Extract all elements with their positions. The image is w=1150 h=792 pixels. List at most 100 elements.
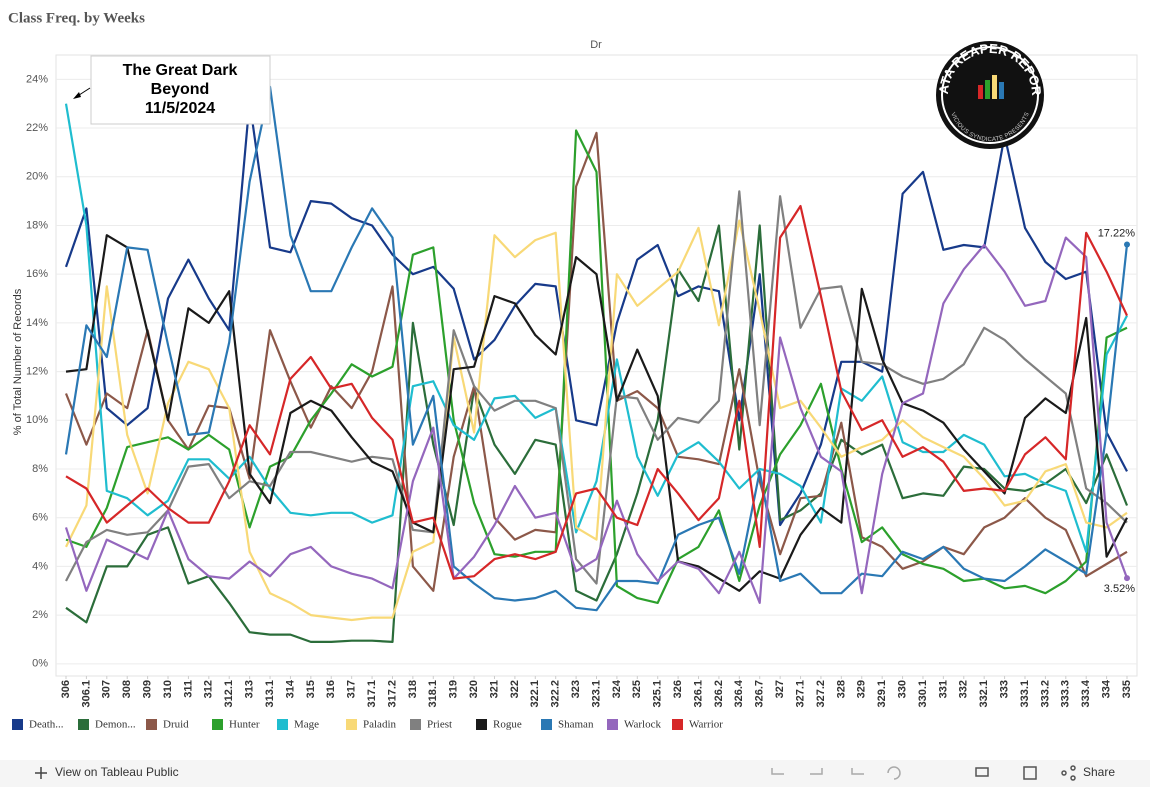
- x-tick-label: 333.3: [1060, 680, 1072, 708]
- logo-icon: [978, 85, 983, 99]
- legend-label: Shaman: [558, 719, 594, 731]
- annotation-line: 11/5/2024: [145, 100, 215, 117]
- logo-ring: [941, 46, 1039, 144]
- end-point: [1124, 575, 1130, 582]
- annotation-arrowhead: [73, 92, 81, 99]
- legend-swatch: [346, 719, 357, 730]
- dashboard-title: Class Freq. by Weeks: [8, 10, 145, 26]
- series-line: [64, 131, 1128, 592]
- legend-label: Rogue: [493, 719, 522, 731]
- x-tick-label: 323: [570, 680, 582, 698]
- x-tick-label: 316: [325, 680, 337, 698]
- x-tick-label: 330: [896, 680, 908, 698]
- x-tick-label: 318.1: [427, 680, 439, 708]
- series-line: [65, 204, 1128, 580]
- x-tick-label: 322.1: [529, 680, 541, 708]
- y-tick-label: 22%: [26, 122, 48, 134]
- x-tick-label: 329: [856, 680, 868, 698]
- x-tick-label: 333.2: [1039, 680, 1051, 708]
- legend-label: Druid: [163, 719, 189, 731]
- series-line: [64, 236, 1129, 604]
- x-tick-label: 335: [1121, 680, 1133, 698]
- view-on-tableau[interactable]: View on Tableau Public: [55, 765, 179, 779]
- x-tick-label: 327.2: [815, 680, 827, 708]
- x-tick-label: 317: [346, 680, 358, 698]
- series-line: [64, 103, 1128, 553]
- annotation-line: Beyond: [151, 81, 210, 98]
- legend-swatch: [78, 719, 89, 730]
- legend-label: Paladin: [363, 719, 396, 731]
- x-tick-label: 312: [203, 680, 215, 698]
- x-tick-label: 325.1: [652, 680, 664, 708]
- x-tick-label: 309: [142, 680, 154, 698]
- legend-label: Demon...: [95, 719, 136, 731]
- x-tick-label: 326.2: [713, 680, 725, 708]
- panel-label: Dr: [590, 39, 602, 51]
- x-tick-label: 314: [284, 679, 296, 698]
- x-tick-label: 326.7: [754, 680, 766, 708]
- series-line: [64, 85, 1129, 612]
- legend-label: Warrior: [689, 719, 723, 731]
- x-tick-label: 326: [672, 680, 684, 698]
- legend-swatch: [277, 719, 288, 730]
- legend-swatch: [410, 719, 421, 730]
- legend-label: Warlock: [624, 719, 661, 731]
- x-tick-label: 317.1: [366, 680, 378, 708]
- legend-label: Mage: [294, 719, 319, 731]
- y-tick-label: 20%: [26, 171, 48, 183]
- y-tick-label: 4%: [32, 560, 48, 572]
- legend: Death... Demon... Druid Hunter Mage Paladin Pr…: [12, 719, 723, 731]
- x-tick-label: 312.1: [223, 680, 235, 708]
- share-button[interactable]: Share: [1083, 765, 1115, 779]
- x-tick-label: 313.1: [264, 680, 276, 708]
- y-tick-label: 18%: [26, 219, 48, 231]
- footer-bar: [0, 760, 1150, 787]
- series-line: [65, 219, 1128, 622]
- plot: 0% 2% 4% 6% 8% 10% 12% 14% 16% 18% 20% 22% 24% 306 306…: [26, 73, 1137, 708]
- legend-label: Death...: [29, 719, 64, 731]
- x-tick-label: 311: [182, 680, 194, 698]
- x-tick-label: 318: [407, 680, 419, 698]
- tableau-icon: [35, 767, 47, 779]
- y-tick-label: 2%: [32, 609, 48, 621]
- x-tick-label: 334: [1101, 679, 1113, 698]
- series-line: [65, 190, 1128, 585]
- series-line: [65, 224, 1129, 643]
- x-tick-label: 326.1: [692, 680, 704, 708]
- x-tick-label: 306: [60, 680, 72, 698]
- series-line: [64, 100, 1128, 527]
- logo-icon: [999, 82, 1004, 99]
- legend-label: Hunter: [229, 719, 260, 731]
- x-tick-label: 313: [244, 680, 256, 698]
- x-tick-label: 320: [468, 680, 480, 698]
- x-tick-label: 326.4: [733, 679, 745, 707]
- x-tick-label: 325: [631, 680, 643, 698]
- data-label: 3.52%: [1104, 583, 1135, 595]
- x-tick-label: 331: [937, 680, 949, 698]
- legend-swatch: [672, 719, 683, 730]
- legend-swatch: [146, 719, 157, 730]
- y-tick-label: 24%: [26, 73, 48, 85]
- y-tick-label: 6%: [32, 512, 48, 524]
- x-tick-label: 327: [774, 680, 786, 698]
- legend-label: Priest: [427, 719, 452, 731]
- x-tick-label: 307: [101, 680, 113, 698]
- y-axis-label: % of Total Number of Records: [12, 288, 24, 435]
- x-tick-label: 333: [998, 680, 1010, 698]
- legend-swatch: [12, 719, 23, 730]
- legend-swatch: [541, 719, 552, 730]
- series-line: [65, 234, 1128, 592]
- x-tick-label: 315: [305, 680, 317, 698]
- y-tick-label: 10%: [26, 414, 48, 426]
- x-tick-label: 321: [488, 680, 500, 698]
- annotation-line: The Great Dark: [123, 62, 238, 79]
- legend-swatch: [476, 719, 487, 730]
- x-tick-label: 306.1: [80, 680, 92, 708]
- logo-icon: [992, 75, 997, 99]
- y-tick-label: 0%: [32, 658, 48, 670]
- toolbar-icons: [771, 765, 1076, 781]
- y-tick-label: 12%: [26, 365, 48, 377]
- data-label: 17.22%: [1098, 227, 1136, 239]
- x-tick-label: 333.4: [1080, 679, 1092, 707]
